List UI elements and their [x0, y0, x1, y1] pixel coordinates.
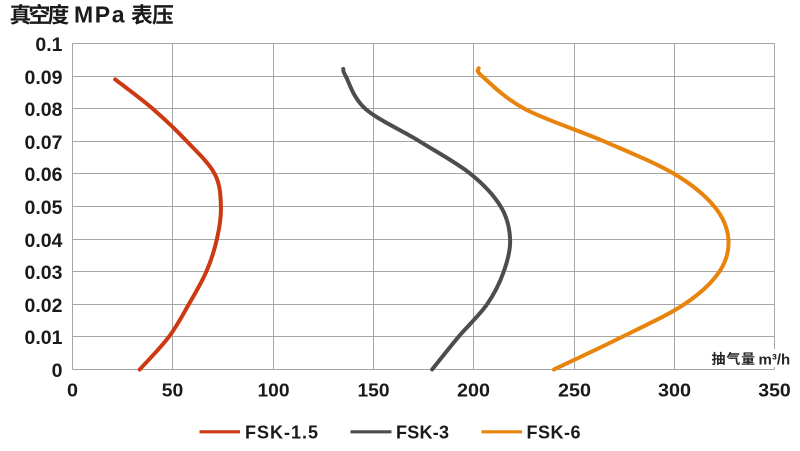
svg-text:FSK-1.5: FSK-1.5 — [245, 423, 318, 443]
svg-text:0.04: 0.04 — [25, 230, 63, 252]
svg-text:0.05: 0.05 — [25, 197, 63, 219]
svg-text:0.08: 0.08 — [25, 99, 63, 121]
svg-text:FSK-3: FSK-3 — [396, 423, 449, 443]
svg-text:0.06: 0.06 — [25, 164, 63, 186]
svg-text:0: 0 — [52, 360, 63, 382]
svg-text:150: 150 — [358, 380, 390, 401]
svg-text:MPa: MPa — [74, 2, 125, 28]
svg-text:100: 100 — [258, 380, 290, 401]
svg-text:0.09: 0.09 — [25, 67, 63, 89]
svg-text:0.1: 0.1 — [35, 34, 62, 56]
svg-text:200: 200 — [457, 380, 490, 401]
svg-text:300: 300 — [658, 380, 691, 401]
svg-text:m³/h: m³/h — [759, 351, 791, 368]
svg-text:250: 250 — [558, 380, 591, 401]
svg-text:FSK-6: FSK-6 — [527, 423, 581, 443]
svg-text:350: 350 — [758, 380, 791, 401]
svg-text:0.07: 0.07 — [25, 132, 63, 154]
svg-text:0.01: 0.01 — [25, 327, 63, 349]
svg-text:0.02: 0.02 — [25, 295, 63, 317]
svg-text:0: 0 — [67, 380, 78, 401]
svg-text:50: 50 — [162, 380, 184, 401]
svg-text:0.03: 0.03 — [25, 262, 63, 284]
